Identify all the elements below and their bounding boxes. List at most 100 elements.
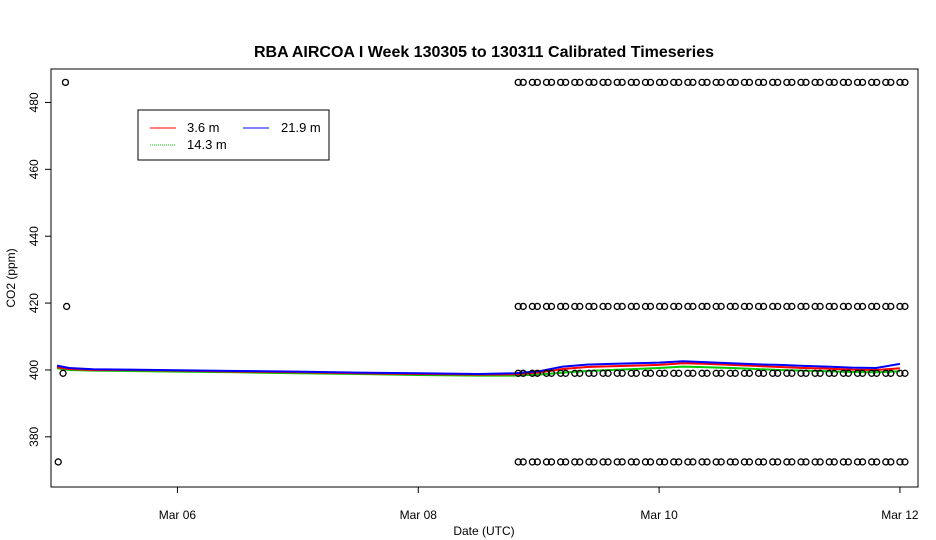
calibration-point — [839, 369, 848, 377]
calibration-point — [585, 458, 593, 466]
calibration-point — [830, 302, 838, 311]
calibration-point — [769, 458, 777, 466]
calibration-point — [646, 302, 655, 311]
calibration-point — [769, 78, 777, 87]
calibration-point — [655, 302, 664, 311]
calibration-point — [599, 369, 607, 377]
calibration-point — [887, 369, 895, 377]
calibration-point — [774, 302, 782, 311]
calibration-point — [754, 302, 763, 311]
calibration-point — [797, 302, 805, 311]
calibration-point — [528, 458, 537, 466]
calibration-point — [641, 458, 650, 466]
calibration-point — [868, 458, 876, 466]
calibration-point — [542, 458, 551, 466]
calibration-point — [618, 369, 626, 377]
calibration-point — [740, 78, 749, 87]
calibration-point — [698, 458, 706, 466]
calibration-point — [788, 302, 796, 311]
calibration-point — [561, 458, 570, 466]
calibration-point — [703, 458, 711, 466]
calibration-point — [670, 78, 678, 87]
calibration-point — [783, 458, 791, 466]
calibration-point — [632, 369, 640, 377]
calibration-point — [561, 302, 570, 311]
series-line-21-9-m — [56, 360, 901, 376]
calibration-point — [576, 302, 584, 311]
calibration-point — [745, 78, 754, 87]
legend-label-21-9m: 21.9 m — [281, 120, 321, 135]
calibration-point — [717, 458, 725, 466]
calibration-point — [901, 458, 909, 466]
calibration-point — [816, 458, 824, 466]
calibration-point — [769, 302, 777, 311]
calibration-point — [632, 458, 640, 466]
calibration-point — [811, 458, 819, 466]
calibration-point — [618, 302, 626, 311]
calibration-point — [783, 302, 791, 311]
calibration-point — [825, 458, 833, 466]
calibration-point — [533, 369, 542, 377]
calibration-point — [825, 78, 833, 87]
calibration-point — [660, 458, 669, 466]
calibration-point — [887, 302, 895, 311]
calibration-point — [63, 302, 71, 311]
calibration-point — [759, 369, 768, 377]
calibration-point — [641, 78, 650, 87]
calibration-point — [887, 78, 895, 87]
calibration-point — [858, 369, 867, 377]
calibration-point — [675, 369, 683, 377]
calibration-point — [745, 302, 754, 311]
calibration-point — [542, 78, 551, 87]
calibration-point — [759, 458, 768, 466]
calibration-point — [717, 369, 725, 377]
calibration-point — [54, 458, 62, 466]
calibration-point — [887, 458, 895, 466]
calibration-point — [901, 302, 909, 311]
calibration-point — [726, 302, 734, 311]
calibration-point — [627, 302, 635, 311]
calibration-point — [740, 458, 749, 466]
calibration-point — [514, 369, 522, 377]
calibration-point — [655, 458, 664, 466]
calibration-point — [802, 78, 810, 87]
plot-area — [50, 68, 919, 488]
legend: 3.6 m 21.9 m 14.3 m — [137, 109, 330, 161]
calibration-point — [754, 458, 763, 466]
calibration-point — [689, 369, 697, 377]
calibration-point — [802, 302, 810, 311]
calibration-point — [613, 458, 621, 466]
marker-layer — [54, 78, 909, 466]
calibration-point — [660, 302, 669, 311]
calibration-point — [774, 369, 782, 377]
calibration-point — [825, 369, 833, 377]
calibration-point — [684, 302, 692, 311]
legend-box — [137, 109, 330, 161]
calibration-point — [684, 78, 692, 87]
calibration-point — [604, 302, 612, 311]
calibration-point — [816, 78, 824, 87]
calibration-point — [745, 369, 754, 377]
y-tick-label: 460 — [27, 159, 41, 179]
calibration-point — [717, 78, 725, 87]
calibration-point — [528, 78, 537, 87]
calibration-point — [585, 78, 593, 87]
calibration-point — [632, 78, 640, 87]
calibration-point — [858, 302, 867, 311]
calibration-point — [703, 78, 711, 87]
calibration-point — [788, 369, 796, 377]
x-axis-label: Date (UTC) — [453, 524, 514, 538]
y-axis-label: CO2 (ppm) — [4, 248, 18, 307]
calibration-point — [816, 302, 824, 311]
calibration-point — [839, 78, 848, 87]
calibration-point — [542, 369, 551, 377]
calibration-point — [689, 458, 697, 466]
calibration-point — [689, 302, 697, 311]
calibration-point — [613, 369, 621, 377]
calibration-point — [853, 302, 862, 311]
calibration-point — [853, 78, 862, 87]
calibration-point — [59, 369, 67, 377]
calibration-point — [556, 78, 565, 87]
calibration-point — [882, 369, 890, 377]
